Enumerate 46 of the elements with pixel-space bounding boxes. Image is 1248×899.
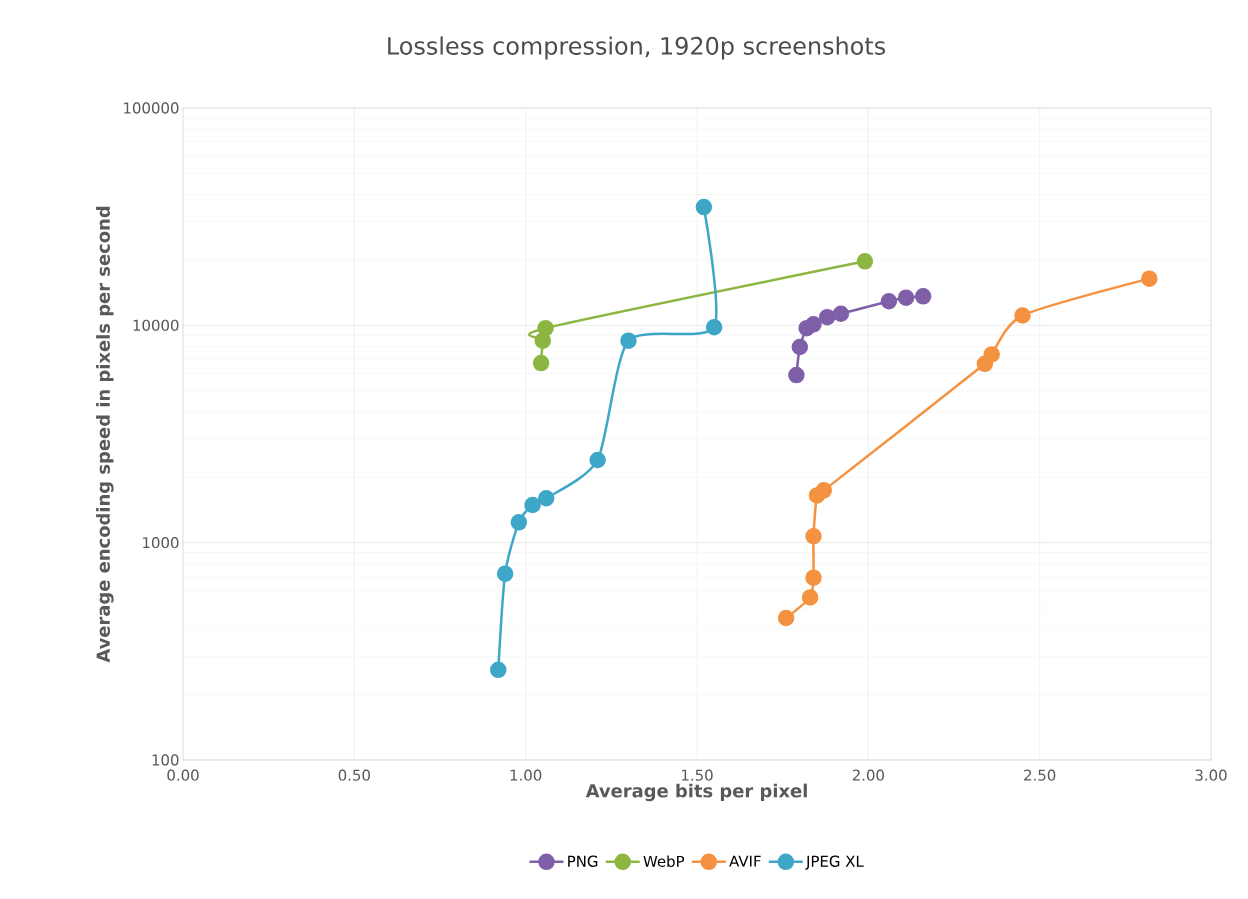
point xyxy=(801,589,819,606)
point xyxy=(815,482,833,499)
point xyxy=(537,319,554,337)
point xyxy=(880,293,898,310)
point xyxy=(805,569,822,586)
point xyxy=(537,490,555,507)
point xyxy=(705,318,723,336)
x-tick-label: 2.50 xyxy=(1024,769,1056,781)
point xyxy=(510,514,528,531)
y-tick-label: 1000 xyxy=(143,536,179,549)
point xyxy=(914,288,932,305)
y-tick-label: 100000 xyxy=(124,102,179,114)
point xyxy=(620,332,637,349)
point xyxy=(496,565,514,582)
point xyxy=(695,198,713,216)
point xyxy=(1141,270,1158,287)
x-tick-label: 0.00 xyxy=(167,769,199,781)
x-tick-label: 0.50 xyxy=(338,769,370,781)
y-axis-title: Average encoding speed in pixels per second xyxy=(96,206,114,663)
x-axis-title: Average bits per pixel xyxy=(585,783,807,802)
point xyxy=(897,289,915,306)
chart-title: Lossless compression, 1920p screenshots xyxy=(388,36,885,60)
point xyxy=(490,661,507,679)
x-tick-label: 1.50 xyxy=(682,769,713,781)
point xyxy=(832,305,850,323)
y-tick-label: 100 xyxy=(152,754,179,766)
x-tick-label: 3.00 xyxy=(1195,769,1227,781)
point xyxy=(524,496,541,514)
point xyxy=(983,346,1000,363)
x-tick-label: 2.00 xyxy=(852,769,884,781)
x-tick-label: 1.00 xyxy=(510,769,542,781)
point xyxy=(589,451,606,469)
point xyxy=(818,308,836,326)
point xyxy=(805,528,822,545)
legend-label: AVIF xyxy=(729,855,761,867)
legend-label: PNG xyxy=(568,855,598,867)
legend-label: WebP xyxy=(643,855,685,868)
point xyxy=(791,338,809,356)
y-tick-label: 10000 xyxy=(133,319,179,331)
point xyxy=(1014,307,1031,324)
point xyxy=(788,366,805,384)
point xyxy=(856,253,874,270)
legend-label: JPEG XL xyxy=(805,855,864,870)
point xyxy=(805,316,822,333)
point xyxy=(777,609,795,627)
point xyxy=(532,354,550,372)
